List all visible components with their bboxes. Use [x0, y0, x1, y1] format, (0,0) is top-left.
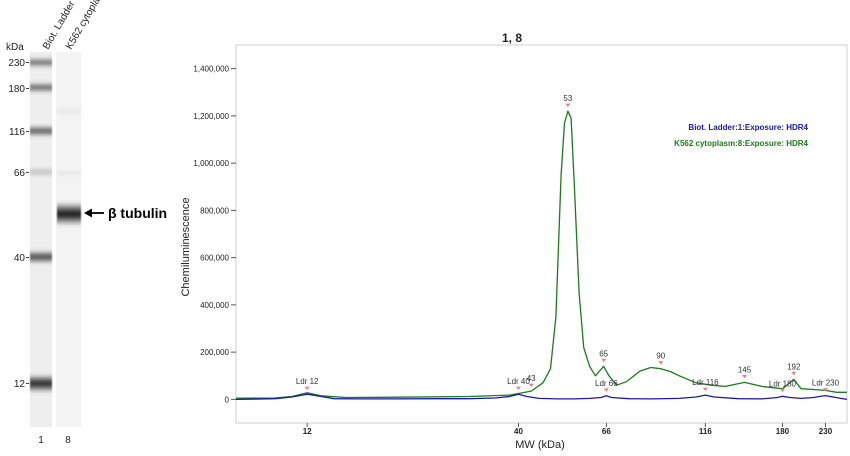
series-layer — [235, 110, 848, 401]
peak-label: 145 — [738, 365, 752, 374]
electropherogram-panel: 1, 8 Chemiluminescence MW (kDa) 0 200,000… — [180, 31, 848, 451]
peak-marker — [779, 388, 785, 393]
peak-marker — [702, 387, 708, 392]
peak-label: Ldr 66 — [595, 379, 618, 388]
x-axis-label: MW (kDa) — [515, 439, 565, 451]
peak-marker — [742, 374, 748, 379]
y-tick-label: 0 — [225, 395, 230, 404]
peak-label: 192 — [787, 362, 801, 371]
peak-marker — [515, 386, 521, 391]
peak-label: Ldr 116 — [692, 378, 719, 387]
peak-label: 90 — [656, 352, 665, 361]
peak-annotations: 53 43 65 90 145 192 Ldr 12 Ldr 40 Ldr 66 Ldr 116 L… — [296, 94, 840, 393]
marker-ticks — [26, 62, 29, 384]
x-tick-label: 66 — [602, 427, 611, 436]
peak-label: 65 — [599, 349, 608, 358]
x-tick-label: 12 — [303, 427, 312, 436]
x-axis-ticks: 12 40 66 116 180 230 — [303, 423, 833, 436]
peak-marker — [791, 371, 797, 376]
x-tick-label: 230 — [819, 427, 833, 436]
ladder-bands — [30, 58, 52, 392]
faint-band-mid — [57, 170, 81, 176]
blot-panel: kDa Biot. Ladder K562 cytoplasm 230 180 … — [6, 0, 167, 446]
ladder-band-116 — [30, 126, 52, 136]
peak-label: 53 — [563, 94, 572, 103]
peak-marker — [528, 383, 534, 388]
beta-tubulin-band — [57, 203, 81, 225]
ladder-band-12 — [30, 375, 52, 392]
sample-bands — [57, 108, 81, 225]
x-tick-label: 116 — [699, 427, 712, 436]
ladder-band-40 — [30, 251, 52, 263]
peak-marker — [658, 361, 664, 365]
peak-marker — [822, 388, 828, 392]
y-tick-label: 1,000,000 — [193, 159, 229, 168]
y-tick-label: 1,200,000 — [193, 112, 229, 121]
legend: Biot. Ladder:1:Exposure: HDR4 K562 cytop… — [674, 123, 808, 148]
marker-label-116: 116 — [9, 127, 25, 138]
y-tick-label: 400,000 — [200, 301, 229, 310]
peak-marker — [603, 388, 609, 392]
ladder-band-66 — [30, 168, 52, 176]
ladder-lane — [30, 52, 52, 427]
lane-number-1: 1 — [38, 435, 44, 446]
y-axis-label: Chemiluminescence — [180, 197, 192, 296]
lane-number-8: 8 — [65, 435, 71, 446]
ladder-band-230 — [30, 58, 52, 67]
y-tick-label: 800,000 — [200, 206, 229, 215]
peak-marker — [565, 103, 571, 108]
x-tick-label: 40 — [514, 427, 523, 436]
kda-unit-label: kDa — [6, 42, 24, 53]
faint-band-upper — [57, 108, 81, 114]
plot-frame — [235, 44, 848, 424]
marker-labels: 230 180 116 66 40 12 — [8, 58, 25, 390]
y-tick-label: 600,000 — [200, 254, 229, 263]
ladder-band-180 — [30, 83, 52, 92]
marker-label-230: 230 — [8, 58, 25, 69]
beta-tubulin-label: β tubulin — [108, 205, 167, 221]
peak-marker — [304, 386, 310, 391]
peak-label: 43 — [527, 374, 536, 383]
peak-label: Ldr 180 — [769, 379, 797, 388]
series-line-ladder — [235, 393, 848, 401]
y-tick-label: 200,000 — [200, 348, 229, 357]
sample-lane — [56, 52, 81, 427]
marker-label-12: 12 — [14, 379, 26, 390]
left-arrow-icon — [84, 208, 104, 218]
legend-entry-ladder: Biot. Ladder:1:Exposure: HDR4 — [688, 123, 808, 132]
peak-label: Ldr 40 — [507, 377, 530, 386]
chart-title: 1, 8 — [502, 31, 522, 45]
marker-label-180: 180 — [8, 84, 25, 95]
legend-entry-k562: K562 cytoplasm:8:Exposure: HDR4 — [674, 139, 808, 148]
peak-label: Ldr 230 — [812, 379, 840, 388]
y-tick-label: 1,400,000 — [193, 65, 229, 74]
y-axis-ticks: 0 200,000 400,000 600,000 800,000 1,000,000 1,… — [193, 65, 236, 404]
x-tick-label: 180 — [776, 427, 790, 436]
marker-label-66: 66 — [14, 168, 26, 179]
series-line-k562 — [235, 110, 847, 399]
marker-label-40: 40 — [14, 253, 26, 264]
peak-marker — [601, 358, 607, 363]
peak-label: Ldr 12 — [296, 377, 319, 386]
